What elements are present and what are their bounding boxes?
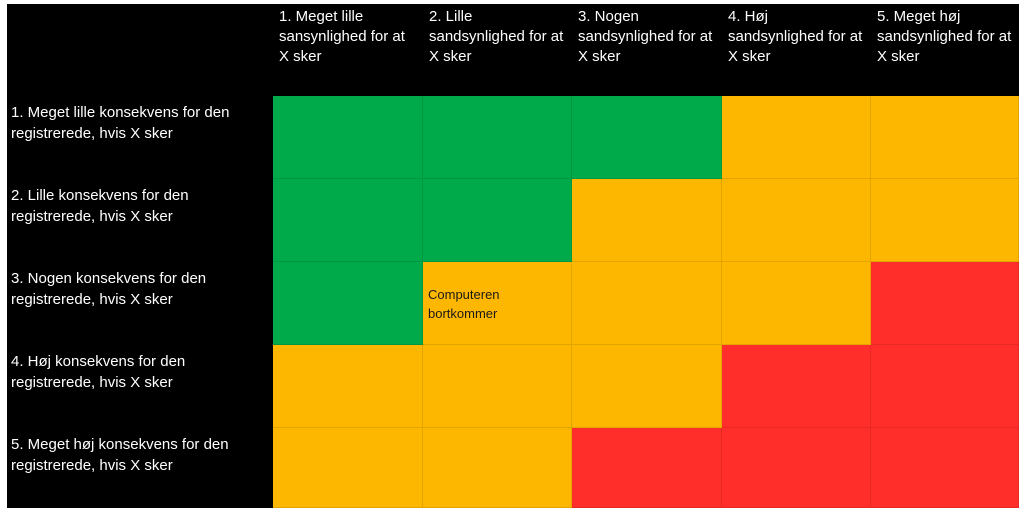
risk-cell-1-5 (871, 96, 1019, 179)
consequence-header-1: 1. Meget lille konsekvens for den regist… (7, 96, 273, 179)
risk-cell-5-1 (273, 428, 423, 508)
risk-cell-1-3 (572, 96, 722, 179)
risk-cell-2-5 (871, 179, 1019, 262)
risk-cell-5-2 (423, 428, 572, 508)
risk-cell-1-1 (273, 96, 423, 179)
risk-cell-5-5 (871, 428, 1019, 508)
risk-cell-2-2 (423, 179, 572, 262)
risk-cell-2-4 (722, 179, 871, 262)
likelihood-header-5: 5. Meget høj sandsynlighed for at X sker (871, 4, 1019, 96)
risk-cell-3-1 (273, 262, 423, 345)
risk-cell-1-2 (423, 96, 572, 179)
risk-cell-4-4 (722, 345, 871, 428)
matrix-corner (7, 4, 273, 96)
consequence-header-4: 4. Høj konsekvens for den registrerede, … (7, 345, 273, 428)
risk-cell-3-3 (572, 262, 722, 345)
risk-cell-4-2 (423, 345, 572, 428)
risk-cell-3-4 (722, 262, 871, 345)
likelihood-header-1: 1. Meget lille sansynlighed for at X ske… (273, 4, 423, 96)
consequence-header-2: 2. Lille konsekvens for den registrerede… (7, 179, 273, 262)
risk-annotation: Computeren bortkommer (428, 287, 500, 321)
risk-cell-5-3 (572, 428, 722, 508)
likelihood-header-3: 3. Nogen sandsynlighed for at X sker (572, 4, 722, 96)
risk-cell-2-1 (273, 179, 423, 262)
consequence-header-3: 3. Nogen konsekvens for den registrerede… (7, 262, 273, 345)
risk-cell-4-5 (871, 345, 1019, 428)
risk-cell-2-3 (572, 179, 722, 262)
likelihood-header-4: 4. Høj sandsynlighed for at X sker (722, 4, 871, 96)
risk-cell-4-3 (572, 345, 722, 428)
likelihood-header-2: 2. Lille sandsynlighed for at X sker (423, 4, 572, 96)
consequence-header-5: 5. Meget høj konsekvens for den registre… (7, 428, 273, 508)
risk-cell-1-4 (722, 96, 871, 179)
risk-cell-4-1 (273, 345, 423, 428)
risk-cell-3-5 (871, 262, 1019, 345)
risk-cell-3-2: Computeren bortkommer (423, 262, 572, 345)
risk-matrix: 1. Meget lille sansynlighed for at X ske… (7, 4, 1019, 508)
risk-cell-5-4 (722, 428, 871, 508)
